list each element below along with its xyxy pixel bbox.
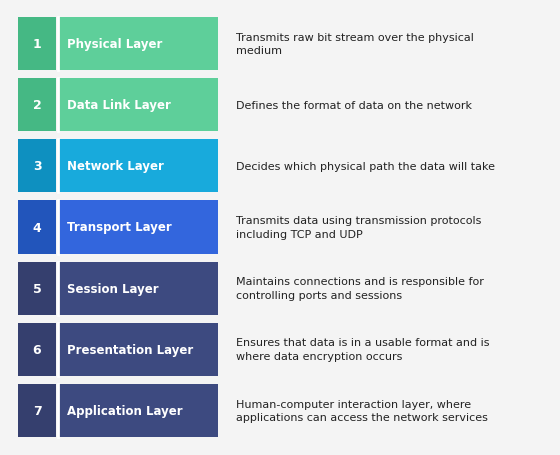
Text: Presentation Layer: Presentation Layer [67, 343, 193, 356]
Text: Session Layer: Session Layer [67, 282, 158, 295]
Text: Maintains connections and is responsible for
controlling ports and sessions: Maintains connections and is responsible… [236, 277, 484, 300]
Text: 2: 2 [32, 99, 41, 112]
Text: Ensures that data is in a usable format and is
where data encryption occurs: Ensures that data is in a usable format … [236, 338, 489, 361]
FancyBboxPatch shape [59, 262, 218, 315]
Text: Network Layer: Network Layer [67, 160, 164, 173]
Text: Application Layer: Application Layer [67, 404, 183, 417]
Text: 4: 4 [32, 221, 41, 234]
FancyBboxPatch shape [59, 140, 218, 193]
Text: Defines the format of data on the network: Defines the format of data on the networ… [236, 101, 472, 111]
FancyBboxPatch shape [18, 384, 56, 437]
Text: 3: 3 [32, 160, 41, 173]
FancyBboxPatch shape [18, 140, 56, 193]
FancyBboxPatch shape [18, 79, 56, 132]
Text: 1: 1 [32, 38, 41, 51]
Text: Transmits data using transmission protocols
including TCP and UDP: Transmits data using transmission protoc… [236, 216, 482, 239]
FancyBboxPatch shape [59, 323, 218, 376]
FancyBboxPatch shape [59, 18, 218, 71]
FancyBboxPatch shape [18, 323, 56, 376]
Text: Transport Layer: Transport Layer [67, 221, 172, 234]
FancyBboxPatch shape [59, 384, 218, 437]
Text: 6: 6 [32, 343, 41, 356]
FancyBboxPatch shape [18, 18, 56, 71]
Text: Data Link Layer: Data Link Layer [67, 99, 171, 112]
FancyBboxPatch shape [18, 201, 56, 254]
Text: Transmits raw bit stream over the physical
medium: Transmits raw bit stream over the physic… [236, 33, 474, 56]
FancyBboxPatch shape [59, 79, 218, 132]
Text: Decides which physical path the data will take: Decides which physical path the data wil… [236, 162, 495, 172]
FancyBboxPatch shape [59, 201, 218, 254]
FancyBboxPatch shape [18, 262, 56, 315]
Text: 7: 7 [32, 404, 41, 417]
Text: Physical Layer: Physical Layer [67, 38, 162, 51]
Text: Human-computer interaction layer, where
applications can access the network serv: Human-computer interaction layer, where … [236, 399, 488, 422]
Text: 5: 5 [32, 282, 41, 295]
